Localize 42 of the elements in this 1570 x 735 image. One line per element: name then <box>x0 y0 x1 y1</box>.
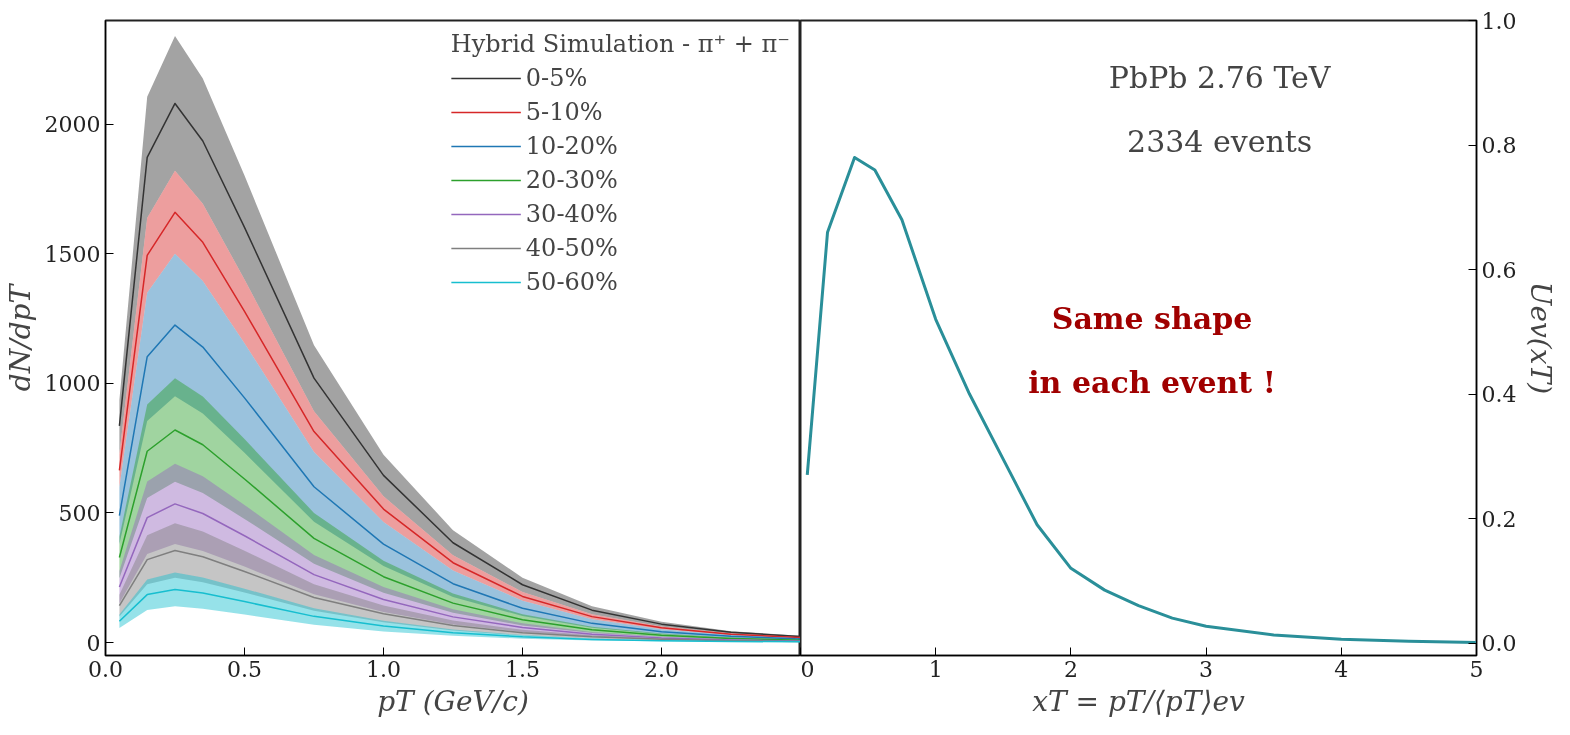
legend-label: 0-5% <box>525 63 588 93</box>
legend-title: Hybrid Simulation - π⁺ + π⁻ <box>450 30 790 58</box>
x-axis-title: xT = pT/⟨pT⟩ev <box>1032 684 1245 718</box>
y2-tick-label: 0.4 <box>1481 382 1517 408</box>
y-tick-label: 500 <box>58 500 101 526</box>
y2-tick-label: 0.6 <box>1481 257 1517 283</box>
annotation: in each event ! <box>1028 364 1276 400</box>
x-tick-label: 1.5 <box>505 656 541 682</box>
line-series <box>118 324 800 640</box>
x-tick-label: 0 <box>800 656 815 682</box>
legend-label: 50-60% <box>525 267 618 297</box>
x-axis-title: pT (GeV/c) <box>377 684 529 718</box>
annotation: Same shape <box>1051 301 1253 337</box>
x-tick-label: 5 <box>1469 656 1484 682</box>
legend-label: 5-10% <box>525 97 603 127</box>
line-series <box>118 429 800 641</box>
legend-label: 10-20% <box>525 131 618 161</box>
y2-tick-label: 0.8 <box>1481 133 1517 159</box>
y2-axis-title: Uev(xT) <box>1524 281 1558 395</box>
y2-tick-label: 1.0 <box>1481 8 1517 34</box>
x-tick-label: 3 <box>1199 656 1214 682</box>
line-series <box>805 155 1477 644</box>
y-tick-label: 1000 <box>44 371 101 397</box>
y2-tick-label: 0.2 <box>1481 506 1517 532</box>
x-tick-label: 0.5 <box>227 656 263 682</box>
x-tick-label: 4 <box>1334 656 1349 682</box>
legend-label: 30-40% <box>525 199 618 229</box>
y-axis-title: dN/dpT <box>3 282 37 392</box>
y-tick-label: 2000 <box>44 112 101 138</box>
line-series <box>118 588 800 643</box>
y-tick-label: 0 <box>86 630 101 656</box>
x-tick-label: 2.0 <box>644 656 680 682</box>
y-tick-label: 1500 <box>44 241 101 267</box>
x-tick-label: 1.0 <box>366 656 402 682</box>
legend-label: 20-30% <box>525 165 618 195</box>
x-tick-label: 2 <box>1063 656 1078 682</box>
x-tick-label: 0.0 <box>88 656 124 682</box>
annotation: PbPb 2.76 TeV <box>1108 60 1332 96</box>
legend-label: 40-50% <box>525 233 618 263</box>
annotation: 2334 events <box>1127 123 1313 159</box>
x-tick-label: 1 <box>928 656 943 682</box>
y2-tick-label: 0.0 <box>1481 631 1517 657</box>
